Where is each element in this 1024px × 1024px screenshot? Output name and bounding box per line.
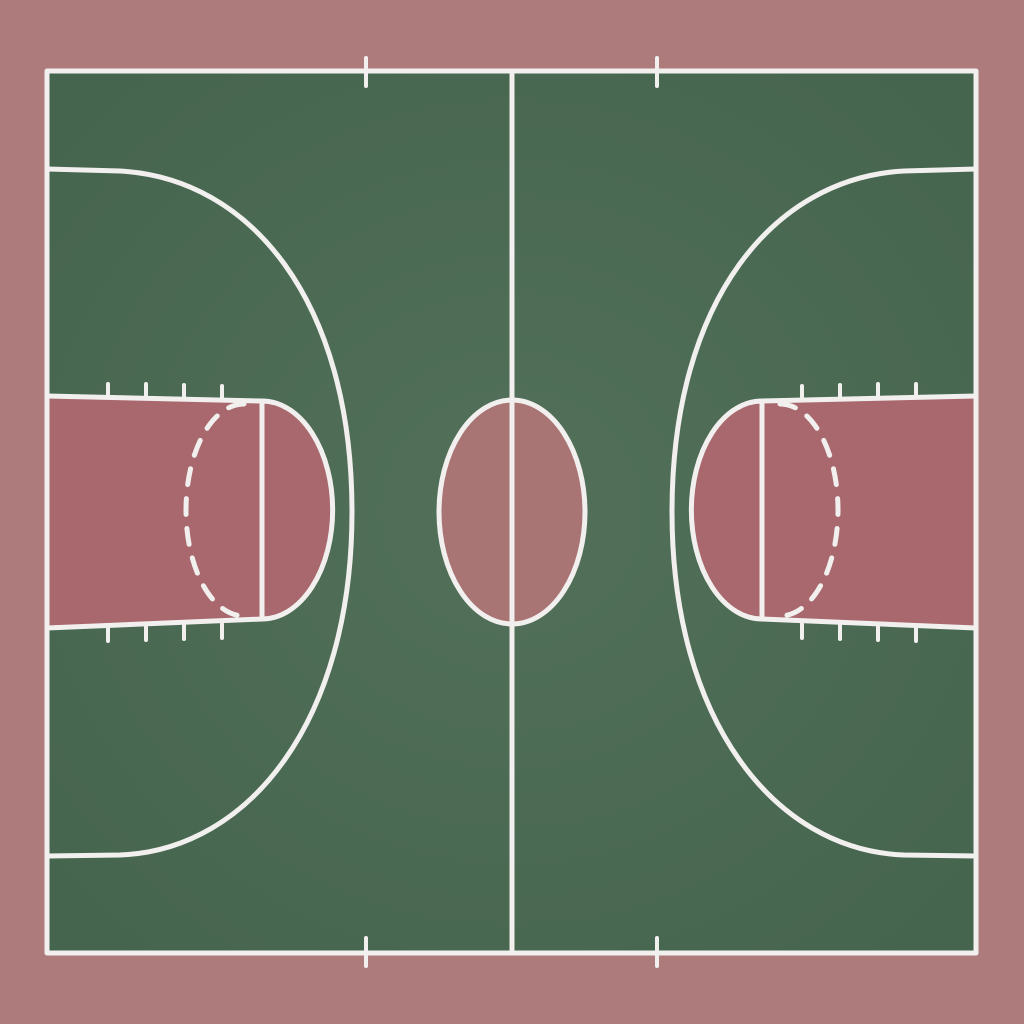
right-free-throw-dashed-arc (777, 401, 841, 619)
left-lane-line (44, 393, 265, 631)
right-lane-line (759, 393, 979, 631)
left-key-paint (47, 396, 333, 628)
left-three-point-line (44, 166, 355, 859)
right-key-paint (691, 396, 976, 628)
right-three-point-line (669, 166, 979, 859)
left-free-throw-dashed-arc (183, 401, 247, 619)
left-free-throw-arc (259, 398, 336, 622)
right-free-throw-arc (688, 398, 765, 622)
center-circle-line (436, 397, 588, 627)
